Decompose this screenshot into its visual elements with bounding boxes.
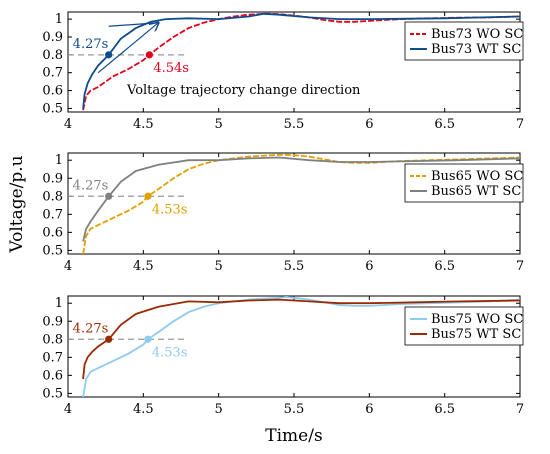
x-tick-label: 4.5 <box>133 259 154 274</box>
marker-label: 4.27s <box>73 178 109 193</box>
x-tick-label: 6 <box>365 117 373 132</box>
direction-arrow <box>97 23 158 74</box>
x-tick-label: 5.5 <box>284 117 305 132</box>
x-tick-label: 4.5 <box>133 117 154 132</box>
legend-box <box>404 21 524 61</box>
marker-label: 4.27s <box>73 37 109 52</box>
x-tick-label: 4 <box>64 402 72 417</box>
series-line-bus65-wo-sc <box>82 153 521 255</box>
marker-point <box>144 192 152 200</box>
y-tick-label: 0.9 <box>42 171 63 186</box>
x-tick-label: 4 <box>64 117 72 132</box>
y-tick-label: 0.6 <box>42 225 63 240</box>
y-tick-label: 0.6 <box>42 368 63 383</box>
y-tick-label: 0.6 <box>42 84 63 99</box>
marker-label: 4.53s <box>152 345 188 360</box>
y-tick-label: 0.9 <box>42 314 63 329</box>
legend-label: Bus75 WO SC <box>431 312 523 327</box>
y-tick-label: 0.5 <box>42 101 63 116</box>
legend-box <box>404 306 524 346</box>
y-tick-label: 1 <box>55 296 63 311</box>
x-tick-label: 7 <box>516 402 524 417</box>
y-tick-label: 0.8 <box>42 189 63 204</box>
y-tick-label: 1 <box>55 153 63 168</box>
marker-label: 4.54s <box>153 61 189 76</box>
y-tick-label: 0.7 <box>42 66 63 81</box>
series-line-bus65-wt-sc <box>82 156 521 242</box>
x-tick-label: 6 <box>365 259 373 274</box>
x-tick-label: 5 <box>215 117 223 132</box>
y-tick-label: 0.7 <box>42 350 63 365</box>
legend-label: Bus73 WT SC <box>431 42 521 57</box>
annotation-text: Voltage trajectory change direction <box>126 83 361 98</box>
marker-point <box>144 335 152 343</box>
y-tick-label: 0.5 <box>42 386 63 401</box>
x-tick-label: 5 <box>215 402 223 417</box>
marker-label: 4.53s <box>152 202 188 217</box>
y-tick-label: 0.9 <box>42 30 63 45</box>
marker-point <box>105 51 113 59</box>
legend-box <box>404 163 524 203</box>
marker-point <box>105 335 113 343</box>
direction-arrow-tail <box>108 22 159 27</box>
series-line-bus73-wt-sc <box>82 12 521 109</box>
marker-point <box>145 51 153 59</box>
y-tick-label: 0.5 <box>42 243 63 258</box>
x-tick-label: 6 <box>365 402 373 417</box>
x-tick-label: 4 <box>64 259 72 274</box>
y-tick-label: 1 <box>55 12 63 27</box>
x-tick-label: 6.5 <box>434 259 455 274</box>
x-axis-title: Time/s <box>265 426 322 446</box>
x-tick-label: 4.5 <box>133 402 154 417</box>
marker-point <box>105 192 113 200</box>
series-line-bus75-wt-sc <box>82 298 521 380</box>
panel-2: 4 4.5 5 5.5 6 6.5 7 0.5 0.6 0.7 0.8 0.9 1 4.27s 4.53s B… <box>42 152 524 274</box>
marker-label: 4.27s <box>73 321 109 336</box>
panel-1: 4 4.5 5 5.5 6 6.5 7 0.5 0.6 0.7 0.8 0.9 1 4.27s 4.54s V… <box>42 11 524 132</box>
y-tick-label: 0.8 <box>42 332 63 347</box>
legend-label: Bus65 WO SC <box>431 169 523 184</box>
y-tick-label: 0.7 <box>42 207 63 222</box>
legend-label: Bus73 WO SC <box>431 27 523 42</box>
series-line-bus73-wo-sc <box>82 12 521 111</box>
x-tick-label: 6.5 <box>434 117 455 132</box>
x-tick-label: 5.5 <box>284 259 305 274</box>
x-tick-label: 7 <box>516 117 524 132</box>
y-tick-label: 0.8 <box>42 48 63 63</box>
panel-3: 4 4.5 5 5.5 6 6.5 7 0.5 0.6 0.7 0.8 0.9 1 4.27s 4.53s B… <box>42 295 524 417</box>
x-tick-label: 5 <box>215 259 223 274</box>
legend-label: Bus75 WT SC <box>431 327 521 342</box>
x-tick-label: 7 <box>516 259 524 274</box>
y-axis-title: Voltage/p.u <box>7 155 27 253</box>
x-tick-label: 5.5 <box>284 402 305 417</box>
x-tick-label: 6.5 <box>434 402 455 417</box>
legend-label: Bus65 WT SC <box>431 184 521 199</box>
